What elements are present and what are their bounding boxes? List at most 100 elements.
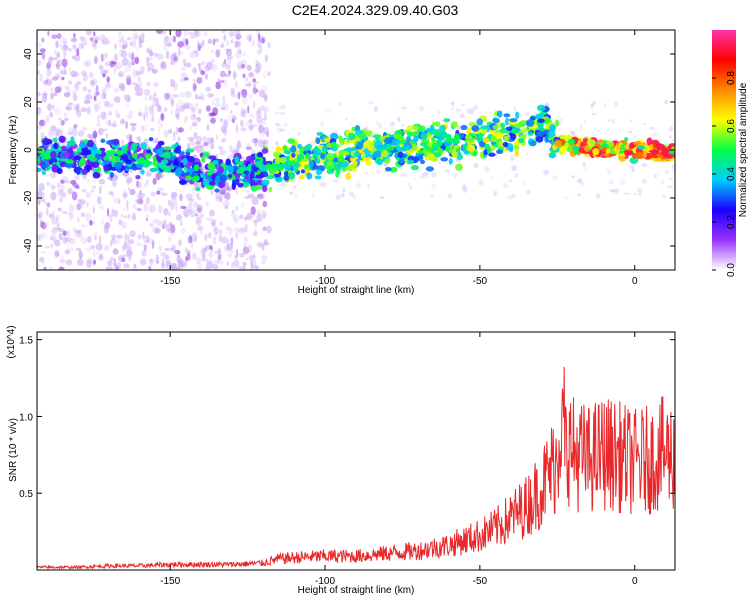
heatmap-noise-cell (97, 100, 102, 110)
heatmap-noise-cell (222, 95, 226, 102)
heatmap-noise-cell (108, 111, 112, 116)
heatmap-noise-cell (173, 56, 179, 62)
heatmap-band-cell (52, 158, 58, 163)
heatmap-noise-cell (197, 43, 202, 52)
heatmap-noise-cell (267, 71, 271, 77)
heatmap-noise-cell (162, 252, 168, 261)
heatmap-noise-cell (113, 96, 121, 103)
heatmap-noise-cell (523, 181, 526, 186)
heatmap-band-cell (484, 143, 491, 150)
heatmap-band-cell (426, 153, 435, 160)
heatmap-band-cell (527, 131, 534, 136)
heatmap-noise-cell (116, 234, 123, 239)
heatmap-band-cell (624, 150, 630, 157)
heatmap-noise-cell (128, 255, 132, 263)
snr-y-multiplier: (x10^4) (6, 325, 17, 358)
heatmap-noise-cell (216, 255, 220, 265)
heatmap-noise-cell (72, 128, 78, 137)
heatmap-noise-cell (124, 233, 128, 242)
heatmap-band-cell (648, 153, 657, 158)
heatmap-noise-cell (94, 87, 97, 92)
heatmap-noise-cell (230, 237, 234, 246)
heatmap-band-cell (554, 139, 562, 148)
heatmap-noise-cell (251, 80, 258, 85)
heatmap-noise-cell (56, 33, 62, 40)
heatmap-band-cell (520, 128, 529, 133)
heatmap-noise-cell (526, 152, 529, 157)
heatmap-noise-cell (132, 30, 138, 39)
heatmap-noise-cell (177, 41, 185, 48)
heatmap-band-cell (482, 137, 490, 144)
heatmap-noise-cell (419, 105, 425, 112)
heatmap-noise-cell (234, 30, 241, 35)
heatmap-noise-cell (243, 216, 248, 221)
colorbar-gradient (712, 30, 736, 270)
heatmap-band-cell (351, 126, 356, 132)
heatmap-noise-cell (130, 122, 137, 127)
heatmap-band-cell (490, 145, 496, 151)
heatmap-noise-cell (238, 265, 246, 270)
heatmap-noise-cell (155, 172, 161, 181)
heatmap-noise-cell (603, 102, 606, 107)
heatmap-noise-cell (147, 69, 150, 73)
heatmap-noise-cell (202, 39, 205, 45)
heatmap-band-cell (417, 149, 425, 155)
heatmap-noise-cell (191, 231, 198, 237)
heatmap-noise-cell (191, 121, 198, 127)
heatmap-noise-cell (113, 209, 119, 218)
heatmap-band-cell (52, 137, 58, 143)
heatmap-noise-cell (72, 104, 79, 111)
snr-y-axis-label: SNR (10 * v/v) (8, 418, 19, 482)
heatmap-noise-cell (91, 40, 97, 48)
heatmap-band-cell (479, 127, 487, 134)
heatmap-noise-cell (357, 185, 360, 188)
heatmap-noise-cell (260, 45, 263, 51)
heatmap-noise-cell (131, 214, 137, 221)
heatmap-noise-cell (37, 263, 40, 269)
heatmap-noise-cell (203, 30, 209, 38)
heatmap-noise-cell (48, 213, 55, 219)
heatmap-band-cell (144, 159, 150, 167)
heatmap-noise-cell (219, 229, 223, 234)
heatmap-noise-cell (240, 127, 247, 132)
heatmap-band-cell (494, 132, 503, 140)
heatmap-noise-cell (84, 40, 88, 46)
heatmap-band-cell (135, 163, 144, 169)
heatmap-noise-cell (262, 226, 267, 231)
heatmap-noise-cell (140, 67, 145, 75)
heatmap-band-cell (535, 135, 544, 143)
heatmap-noise-cell (149, 258, 154, 266)
heatmap-noise-cell (55, 40, 59, 49)
heatmap-band-cell (114, 162, 123, 170)
heatmap-noise-cell (607, 170, 611, 175)
heatmap-band-cell (405, 136, 412, 144)
heatmap-band-cell (185, 148, 195, 153)
heatmap-noise-cell (57, 228, 64, 233)
heatmap-noise-cell (124, 93, 127, 101)
heatmap-noise-cell (437, 110, 440, 115)
heatmap-noise-cell (178, 263, 181, 268)
heatmap-noise-cell (148, 265, 152, 270)
heatmap-noise-cell (37, 107, 42, 116)
heatmap-noise-cell (184, 77, 189, 81)
heatmap-noise-cell (71, 73, 76, 78)
heatmap-noise-cell (579, 124, 583, 130)
heatmap-noise-cell (570, 175, 576, 179)
y-tick-label: 0.5 (19, 489, 33, 500)
heatmap-noise-cell (197, 40, 200, 46)
heatmap-band-cell (369, 154, 374, 159)
heatmap-noise-cell (226, 57, 232, 65)
heatmap-noise-cell (170, 61, 174, 65)
heatmap-noise-cell (285, 123, 287, 127)
heatmap-noise-cell (134, 33, 140, 38)
heatmap-noise-cell (158, 204, 163, 214)
heatmap-band-cell (195, 187, 201, 192)
heatmap-noise-cell (252, 83, 257, 89)
heatmap-noise-cell (98, 37, 104, 42)
heatmap-noise-cell (96, 122, 101, 127)
heatmap-noise-cell (250, 257, 254, 267)
heatmap-noise-cell (218, 233, 223, 243)
heatmap-band-cell (488, 152, 496, 157)
heatmap-noise-cell (78, 130, 85, 137)
heatmap-noise-cell (225, 63, 231, 70)
